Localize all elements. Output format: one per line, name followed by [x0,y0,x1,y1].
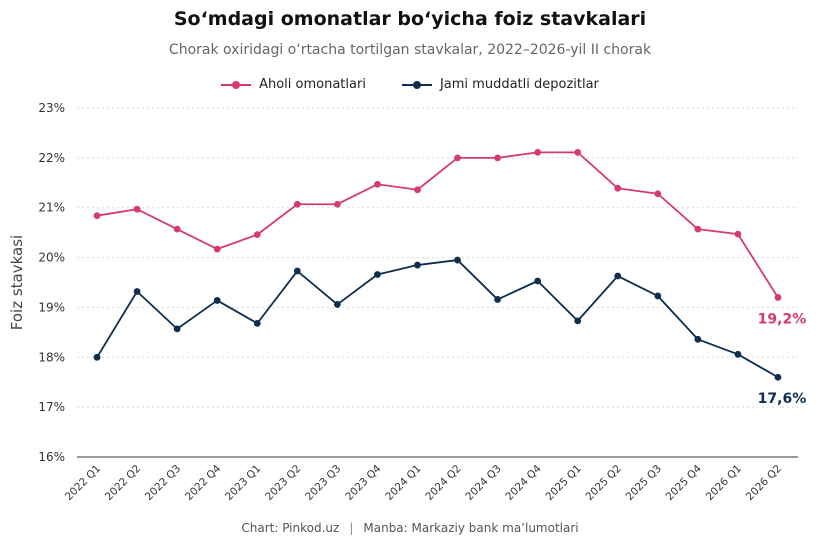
data-point [694,335,702,343]
data-point [694,225,702,233]
chart-credit: Chart: Pinkod.uz [241,521,340,535]
data-point [93,212,101,220]
data-point [454,256,461,264]
legend-item-aholi: Aholi omonatlari [221,77,366,92]
y-tick-label: 16% [38,450,65,464]
x-tick-label: 2025 Q4 [664,462,705,503]
legend: Aholi omonatlari Jami muddatli depozitla… [0,77,820,92]
x-tick-label: 2023 Q1 [223,463,263,503]
data-point [133,205,141,213]
y-tick-label: 20% [38,251,65,265]
series-group: 19,2% 17,6% [93,148,807,407]
series-line-0 [96,151,779,298]
y-axis-label: Foiz stavkasi [8,235,26,330]
data-point [333,301,341,308]
data-point [173,325,181,333]
data-point [454,154,461,162]
data-point [734,230,742,238]
footer-separator: | [349,521,354,535]
legend-swatch-jami [401,80,432,89]
x-tick-label: 2024 Q4 [503,462,544,503]
data-point [414,261,421,269]
x-axis-ticks: 2022 Q1 2022 Q2 2022 Q3 2022 Q4 2023 Q1 2023 … [63,462,784,503]
x-tick-label: 2022 Q3 [143,463,183,503]
legend-label-aholi: Aholi omonatlari [259,77,366,92]
line-chart: 16%17%18%19%20%21%22%23% 2022 Q1 2022 Q2 2… [8,101,807,503]
x-tick-label: 2025 Q3 [624,463,664,503]
x-tick-label: 2023 Q3 [303,463,343,503]
data-point [374,180,381,188]
data-point [494,154,501,162]
data-point [374,271,381,278]
y-tick-label: 18% [38,350,65,364]
x-tick-label: 2025 Q2 [584,463,624,503]
legend-item-jami: Jami muddatli depozitlar [401,77,599,92]
x-tick-label: 2023 Q2 [263,463,303,503]
end-value-label: 17,6% [758,391,807,407]
y-tick-label: 19% [38,300,65,314]
data-point [293,200,301,208]
x-tick-label: 2022 Q2 [103,463,143,503]
chart-subtitle: Chorak oxiridagi o‘rtacha tortilgan stav… [168,42,652,58]
source-note: Manba: Markaziy bank ma’lumotlari [363,521,579,535]
data-point [494,296,501,303]
legend-swatch-aholi [221,80,252,89]
end-value-label: 19,2% [758,311,807,327]
data-point [534,148,542,156]
data-point [734,350,742,358]
x-tick-label: 2024 Q2 [423,463,463,503]
data-point [253,231,261,239]
data-point [93,353,101,361]
chart-title: So‘mdagi omonatlar bo‘yicha foiz stavkal… [173,8,647,30]
data-point [774,373,782,381]
series-line-1 [96,259,779,379]
x-tick-label: 2022 Q4 [183,462,224,503]
data-point [333,200,341,208]
x-tick-label: 2024 Q1 [383,463,423,503]
data-point [614,272,622,280]
data-point [414,186,421,194]
data-point [293,267,301,275]
y-axis-ticks: 16% 17% 18% 19% 20% 21% 22% 23% [38,101,65,464]
data-point [173,225,181,233]
x-tick-label: 2024 Q3 [463,463,503,503]
data-point [213,297,221,304]
y-tick-label: 23% [38,101,65,115]
x-tick-label: 2026 Q1 [704,463,744,503]
data-point [213,245,221,253]
x-tick-label: 2026 Q2 [744,463,784,503]
x-tick-label: 2023 Q4 [343,462,384,503]
y-tick-label: 17% [38,400,65,414]
data-point [614,184,622,192]
data-point [534,277,542,285]
legend-label-jami: Jami muddatli depozitlar [439,77,599,92]
x-tick-label: 2022 Q1 [63,463,103,503]
grid [77,107,798,408]
footer: Chart: Pinkod.uz | Manba: Markaziy bank ma… [0,521,820,535]
data-point [654,190,662,198]
y-tick-label: 22% [38,151,65,165]
data-point [133,288,141,295]
data-point [574,317,582,325]
data-point [574,148,582,156]
x-tick-label: 2025 Q1 [543,463,583,503]
y-tick-label: 21% [38,201,65,215]
data-point [253,319,261,327]
data-point [654,292,662,300]
data-point [774,294,782,301]
